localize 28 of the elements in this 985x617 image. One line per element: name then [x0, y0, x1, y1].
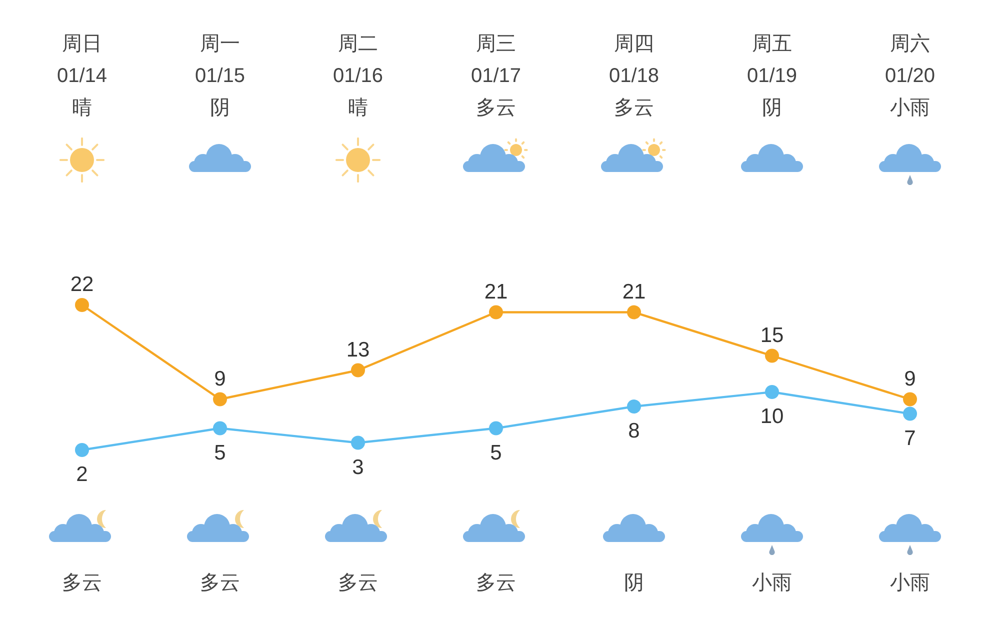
data-label: 21 — [622, 280, 646, 304]
annotation: 多云 — [476, 572, 516, 594]
category-label: 周六 01/20 小雨 — [884, 33, 936, 119]
annotation: 多云 — [200, 572, 240, 594]
annotation: 小雨 — [752, 572, 792, 594]
category-label: 周二 01/16 晴 — [332, 33, 384, 119]
category-label: 周日 01/14 晴 — [56, 33, 108, 119]
data-label: 15 — [760, 324, 784, 347]
data-label: 22 — [70, 273, 94, 296]
data-label: 21 — [484, 280, 508, 304]
data-label: 9 — [904, 367, 916, 390]
annotation: 阴 — [624, 572, 644, 594]
category-label: 周四 01/18 多云 — [608, 33, 660, 119]
data-label: 9 — [214, 367, 226, 390]
data-label: 8 — [628, 420, 640, 442]
data-label: 3 — [352, 456, 364, 479]
data-label: 5 — [214, 441, 226, 464]
data-label: 2 — [76, 463, 88, 486]
annotation: 小雨 — [890, 572, 930, 594]
category-label: 周三 01/17 多云 — [470, 33, 522, 119]
category-label: 周一 01/15 阴 — [194, 33, 246, 119]
category-label: 周五 01/19 阴 — [746, 33, 798, 119]
data-label: 10 — [760, 405, 784, 428]
annotation: 多云 — [338, 572, 378, 594]
data-label: 5 — [490, 441, 502, 464]
data-label: 13 — [346, 338, 370, 362]
data-label: 7 — [904, 426, 916, 450]
annotation: 多云 — [62, 572, 102, 594]
